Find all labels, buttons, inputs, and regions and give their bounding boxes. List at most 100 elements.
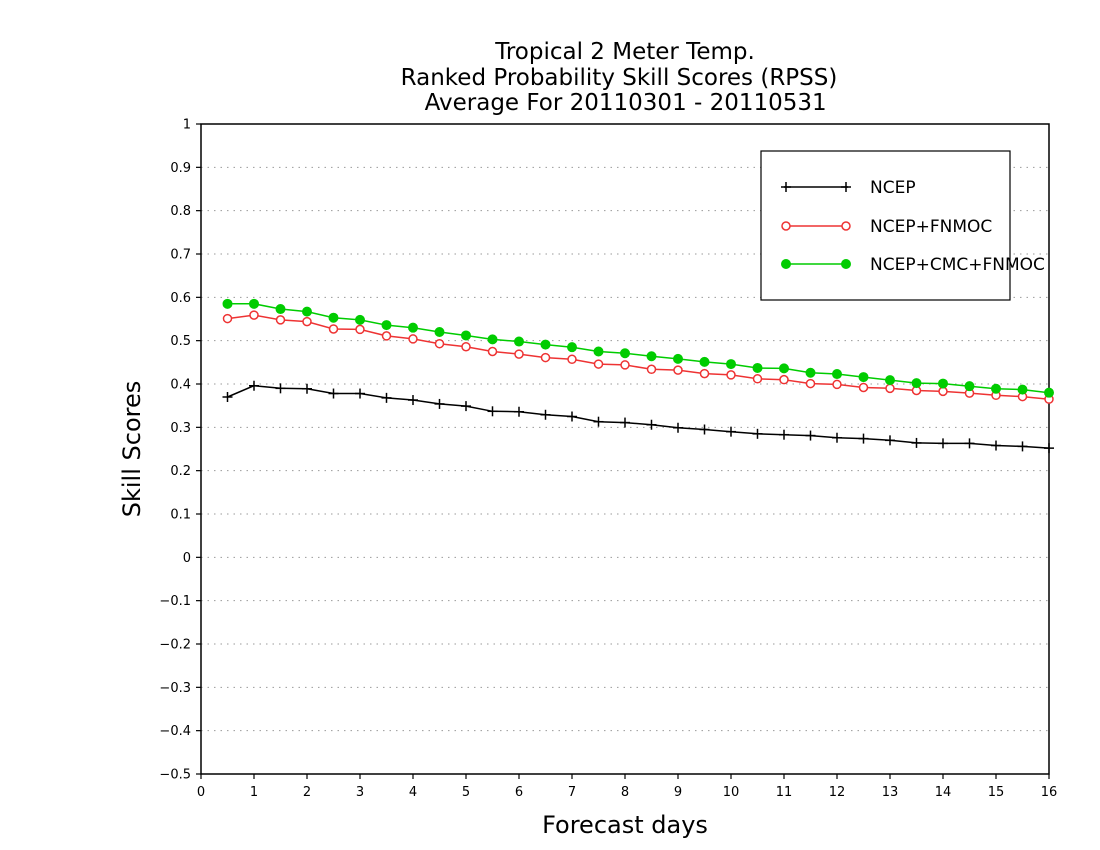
data-point-ncep-fnmoc: [779, 374, 789, 385]
chart-title-line-2: Ranked Probability Skill Scores (RPSS): [401, 65, 838, 91]
data-point-ncep: [514, 406, 524, 417]
data-point-ncep-cmc-fnmoc: [1044, 387, 1054, 398]
data-point-ncep: [779, 429, 789, 440]
legend-marker: [841, 221, 851, 231]
data-point-ncep-fnmoc: [275, 315, 286, 325]
data-point-ncep-cmc-fnmoc: [620, 348, 630, 359]
data-point-ncep-cmc-fnmoc: [514, 336, 524, 347]
x-tick-label: 4: [409, 785, 417, 800]
data-point-ncep-cmc-fnmoc: [275, 304, 286, 315]
data-point-ncep-cmc-fnmoc: [752, 362, 763, 373]
y-axis: 1 0.9 0.8 0.7 0.6 0.5 0.4 0.3 0.2 0.1 0 −0.1 −0.2 −0.…: [159, 118, 201, 783]
data-point-ncep-fnmoc: [805, 378, 816, 389]
data-point-ncep-cmc-fnmoc: [567, 342, 577, 353]
data-point-ncep: [911, 437, 922, 448]
data-point-ncep-fnmoc: [302, 316, 312, 327]
data-point-ncep-cmc-fnmoc: [964, 381, 975, 392]
data-point-ncep: [408, 395, 418, 406]
series-line-ncep: [227, 384, 1050, 449]
x-tick-label: 10: [723, 785, 740, 800]
data-point-ncep: [1044, 443, 1054, 454]
data-point-ncep-cmc-fnmoc: [1017, 384, 1028, 395]
data-point-ncep-fnmoc: [434, 338, 445, 349]
data-point-ncep: [964, 438, 975, 449]
x-tick-label: 2: [303, 785, 311, 800]
series-ncep: [222, 380, 1054, 454]
data-point-ncep: [328, 388, 339, 399]
data-point-ncep-cmc-fnmoc: [593, 346, 604, 357]
data-point-ncep: [222, 392, 233, 402]
data-point-ncep-fnmoc: [222, 313, 233, 324]
y-tick-label: 0.5: [170, 334, 191, 349]
data-point-ncep-cmc-fnmoc: [885, 375, 895, 386]
data-point-ncep: [752, 428, 763, 439]
data-point-ncep-cmc-fnmoc: [726, 359, 736, 370]
data-point-ncep: [726, 426, 736, 437]
series: [222, 298, 1054, 454]
y-tick-label: −0.2: [159, 638, 191, 653]
legend-marker: [841, 182, 851, 192]
data-point-ncep: [938, 438, 948, 449]
data-point-ncep-cmc-fnmoc: [805, 367, 816, 378]
legend: NCEP NCEP+FNMOC NCEP+CMC+FNMOC: [760, 150, 1045, 301]
data-point-ncep-cmc-fnmoc: [381, 320, 392, 331]
series-ncep-fnmoc: [222, 310, 1054, 404]
data-point-ncep-fnmoc: [249, 310, 259, 320]
x-tick-label: 16: [1041, 785, 1058, 800]
chart-title: Tropical 2 Meter Temp. Ranked Probabilit…: [401, 39, 838, 116]
x-tick-label: 6: [515, 785, 523, 800]
y-tick-label: −0.4: [159, 724, 191, 739]
data-point-ncep: [567, 411, 577, 422]
data-point-ncep-fnmoc: [408, 334, 418, 344]
legend-entry-ncep-fnmoc: NCEP+FNMOC: [781, 217, 992, 237]
y-tick-label: 0.9: [170, 161, 191, 176]
data-point-ncep-cmc-fnmoc: [699, 356, 710, 367]
series-line-ncep-fnmoc: [227, 314, 1050, 400]
data-point-ncep-fnmoc: [381, 331, 392, 341]
data-point-ncep: [593, 416, 604, 427]
data-point-ncep-cmc-fnmoc: [832, 369, 842, 380]
data-point-ncep-cmc-fnmoc: [328, 312, 339, 323]
x-tick-label: 9: [674, 785, 682, 800]
x-tick-label: 13: [882, 785, 899, 800]
data-point-ncep-fnmoc: [646, 364, 657, 375]
data-point-ncep-fnmoc: [593, 359, 604, 369]
data-point-ncep: [646, 419, 657, 430]
data-point-ncep: [699, 424, 710, 435]
legend-entry-ncep-cmc-fnmoc: NCEP+CMC+FNMOC: [781, 255, 1045, 275]
legend-marker: [781, 221, 791, 231]
data-point-ncep: [991, 440, 1001, 451]
data-point-ncep-cmc-fnmoc: [249, 298, 259, 309]
legend-marker: [781, 259, 791, 269]
data-point-ncep: [434, 398, 445, 409]
chart-title-line-1: Tropical 2 Meter Temp.: [494, 39, 755, 65]
x-tick-label: 8: [621, 785, 629, 800]
data-point-ncep-fnmoc: [832, 379, 842, 390]
data-point-ncep: [381, 392, 392, 403]
legend-marker: [781, 182, 791, 192]
data-point-ncep: [885, 435, 895, 446]
data-point-ncep-cmc-fnmoc: [302, 306, 312, 317]
data-point-ncep: [249, 380, 259, 391]
y-tick-label: 0.8: [170, 204, 191, 219]
data-point-ncep-cmc-fnmoc: [461, 330, 471, 341]
data-point-ncep-cmc-fnmoc: [938, 378, 948, 389]
data-point-ncep-cmc-fnmoc: [487, 334, 498, 345]
data-point-ncep-cmc-fnmoc: [540, 339, 551, 350]
x-tick-label: 11: [776, 785, 793, 800]
x-tick-label: 7: [568, 785, 576, 800]
data-point-ncep-fnmoc: [726, 370, 736, 380]
data-point-ncep-fnmoc: [620, 360, 630, 370]
data-point-ncep-fnmoc: [673, 365, 683, 375]
data-point-ncep: [487, 406, 498, 417]
x-tick-label: 0: [197, 785, 205, 800]
y-tick-label: 0.4: [170, 378, 191, 393]
y-tick-label: 0.3: [170, 421, 191, 436]
data-point-ncep: [461, 401, 471, 412]
data-point-ncep: [805, 430, 816, 441]
x-tick-label: 3: [356, 785, 364, 800]
data-point-ncep-cmc-fnmoc: [911, 378, 922, 389]
series-line-ncep-cmc-fnmoc: [227, 303, 1050, 394]
data-point-ncep-cmc-fnmoc: [408, 322, 418, 333]
x-tick-label: 5: [462, 785, 470, 800]
